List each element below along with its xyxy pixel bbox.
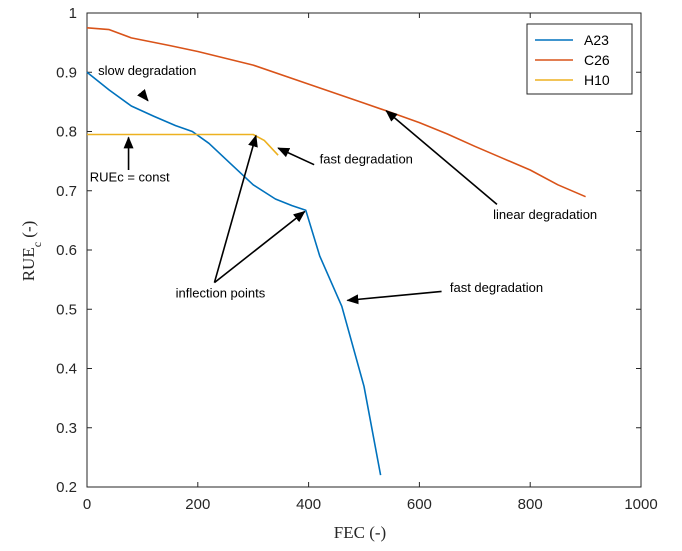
legend-label-c26: C26 (584, 52, 610, 68)
annotation-text: inflection points (176, 285, 266, 300)
annotation-arrow (213, 210, 306, 284)
annotation-arrow (277, 147, 315, 166)
y-tick-label: 0.7 (56, 183, 77, 200)
legend-label-h10: H10 (584, 72, 610, 88)
y-tick-label: 0.9 (56, 64, 77, 81)
y-axis-label-main: RUE (19, 247, 38, 281)
x-tick-label: 400 (296, 496, 321, 513)
annotation-arrow (137, 89, 149, 102)
annotation-text: fast degradation (320, 151, 413, 166)
y-axis-label: RUEc (-) (19, 221, 44, 282)
y-tick-label: 1 (69, 5, 77, 22)
legend-label-a23: A23 (584, 32, 609, 48)
y-tick-label: 0.8 (56, 124, 77, 141)
y-axis-label-suffix: (-) (19, 221, 38, 242)
x-axis-label: FEC (-) (334, 523, 386, 542)
series-line-h10 (87, 133, 279, 156)
annotation-text: slow degradation (98, 63, 196, 78)
annotation-text: linear degradation (493, 207, 597, 222)
annotation-text: RUEc = const (90, 169, 170, 184)
x-tick-label: 1000 (624, 496, 657, 513)
annotation-arrow (213, 134, 258, 283)
x-tick-label: 200 (185, 496, 210, 513)
y-tick-label: 0.5 (56, 301, 77, 318)
x-tick-label: 0 (83, 496, 91, 513)
y-tick-label: 0.2 (56, 479, 77, 496)
series-line-a23 (86, 71, 382, 476)
y-tick-label: 0.4 (56, 361, 77, 378)
annotation-text: fast degradation (450, 280, 543, 295)
x-tick-label: 600 (407, 496, 432, 513)
x-tick-label: 800 (518, 496, 543, 513)
y-tick-label: 0.3 (56, 420, 77, 437)
annotation-arrow (346, 290, 442, 305)
y-tick-label: 0.6 (56, 242, 77, 259)
annotation-arrow (385, 110, 498, 205)
series-line-c26 (86, 27, 586, 198)
y-axis-label-sub: c (30, 242, 44, 247)
legend-box (526, 23, 633, 95)
